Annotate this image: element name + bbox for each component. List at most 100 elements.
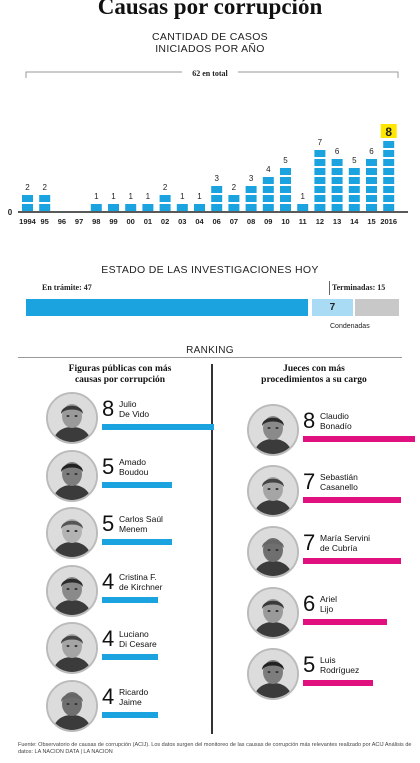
person-name: Carlos Saúl Menem (119, 514, 229, 534)
bar-segment (366, 159, 377, 166)
person-name-line: Luis (320, 655, 336, 665)
bar-segment (228, 195, 240, 202)
bar-segment (39, 204, 51, 211)
bar-segment (108, 204, 119, 211)
person-name: Julio De Vido (119, 399, 229, 419)
bar-segment (383, 150, 395, 157)
bar-segment (383, 177, 395, 184)
judges-heading-line-2: procedimientos a su cargo (261, 375, 367, 385)
ranking-row: 5 Amado Boudou (46, 449, 236, 502)
person-name-line: Ricardo (119, 686, 149, 697)
condenadas-label: Condenadas (330, 323, 370, 330)
count-bar (303, 680, 373, 686)
bar-segment (366, 195, 377, 202)
bar-segment (331, 159, 343, 166)
x-tick-label: 02 (161, 217, 169, 226)
chart-subtitle-line-2: INICIADOS POR AÑO (155, 43, 265, 55)
bar-segment (331, 177, 343, 184)
data-label: 7 (318, 138, 323, 147)
portrait-icon (249, 650, 297, 698)
bar-segment (383, 186, 395, 193)
public-figures-heading-line-2: causas por corrupción (74, 375, 166, 385)
portrait-icon (249, 406, 297, 454)
person-name-line: Carlos Saúl (119, 514, 163, 524)
avatar (247, 648, 299, 700)
person-name-line: Ariel (320, 594, 338, 604)
person-name-line: Cristina F. (119, 571, 157, 582)
x-tick-label: 08 (247, 217, 255, 226)
data-label: 2 (42, 183, 47, 192)
case-count: 4 (102, 683, 115, 709)
bar-segment (383, 195, 395, 202)
public-figures-heading-line-1: Figuras públicas con más (68, 364, 172, 374)
ranking-row: 4 Ricardo Jaime (46, 679, 236, 732)
person-name-line: Casanello (320, 482, 358, 492)
chart-subtitle-line-1: CANTIDAD DE CASOS (152, 31, 268, 43)
data-label: 6 (369, 147, 374, 156)
person-name: Luis Rodríguez (320, 655, 420, 675)
data-label: 2 (163, 183, 168, 192)
case-count: 7 (303, 469, 316, 494)
data-label: 1 (197, 192, 202, 201)
x-tick-label: 13 (333, 217, 341, 226)
bar-segment (366, 186, 377, 193)
count-bar (303, 436, 415, 442)
count-bar (303, 558, 401, 564)
bar-segment (314, 195, 326, 202)
bar-segment (211, 204, 223, 211)
data-label: 1 (94, 192, 99, 201)
data-label: 1 (146, 192, 151, 201)
person-name-line: de Kirchner (119, 581, 163, 592)
x-tick-label: 11 (299, 217, 307, 226)
ranking-column-divider (211, 364, 213, 734)
data-label: 5 (283, 156, 288, 165)
bar-segment (262, 195, 274, 202)
x-tick-label: 97 (75, 217, 83, 226)
en-tramite-label: En trámite: 47 (42, 283, 92, 292)
bar-segment (280, 195, 291, 202)
bar-segment (211, 186, 223, 193)
person-name: Ricardo Jaime (119, 687, 229, 707)
highlight-box (380, 124, 397, 138)
bar-segment (228, 204, 240, 211)
count-bar (102, 539, 172, 545)
x-tick-label: 95 (41, 217, 49, 226)
ranking-row: 4 Luciano Di Cesare (46, 622, 236, 674)
bar-segment (348, 204, 360, 211)
bar-segment (262, 186, 274, 193)
bar-segment (383, 204, 395, 211)
person-name-line: Rodríguez (320, 665, 360, 675)
judges-heading-line-1: Jueces con más (283, 364, 345, 374)
terminadas-label: Terminadas: 15 (332, 283, 386, 292)
avatar (46, 392, 98, 444)
person-name: Amado Boudou (119, 457, 229, 477)
ranking-rule (18, 357, 402, 358)
bar-segment (22, 195, 33, 202)
bar-segment (348, 195, 360, 202)
person-name-line: de Cubría (320, 543, 358, 553)
x-tick-label: 98 (92, 217, 100, 226)
bar-segment (280, 186, 291, 193)
person-name-line: De Vido (119, 409, 150, 419)
bar-segment (331, 195, 343, 202)
person-name: Claudio Bonadío (320, 411, 420, 431)
portrait-icon (249, 467, 297, 515)
portrait-icon (48, 509, 96, 557)
ranking-row: 8 Claudio Bonadío (247, 404, 420, 456)
condenadas-value: 7 (329, 302, 336, 313)
avatar (247, 465, 299, 517)
person-name-line: Jaime (119, 696, 142, 707)
bar-segment (211, 195, 223, 202)
portrait-icon (48, 681, 96, 730)
person-name-line: Di Cesare (119, 639, 157, 649)
count-bar (102, 654, 158, 660)
bar-segment (90, 204, 102, 211)
ranking-row: 5 Carlos Saúl Menem (46, 507, 236, 559)
bar-segment (383, 168, 395, 175)
x-tick-label: 04 (195, 217, 204, 226)
count-bar (102, 596, 158, 603)
bar-segment (159, 204, 171, 211)
avatar (46, 507, 98, 559)
status-section-title: ESTADO DE LAS INVESTIGACIONES HOY (101, 264, 319, 276)
